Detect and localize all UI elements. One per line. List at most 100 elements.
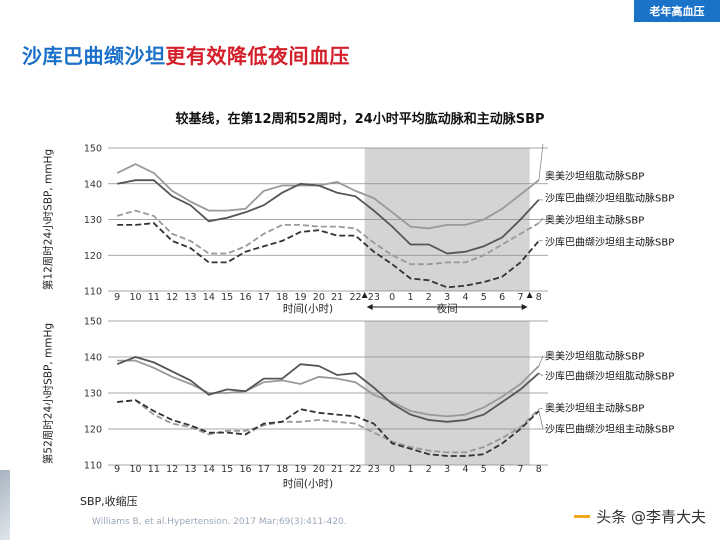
x-tick-label: 16 (239, 292, 251, 303)
x-axis-label: 时间(小时) (283, 302, 333, 315)
x-tick-label: 23 (368, 292, 380, 303)
legend-leader (538, 239, 544, 242)
x-tick-label: 4 (462, 464, 468, 475)
x-tick-label: 2 (426, 464, 432, 475)
legend-leader (538, 372, 544, 377)
x-tick-label: 6 (499, 464, 505, 475)
legend-leader (538, 143, 544, 181)
legend-label: 奥美沙坦组肱动脉SBP (545, 350, 644, 363)
x-tick-label: 20 (313, 464, 325, 475)
legend-label: 沙库巴曲缬沙坦组肱动脉SBP (545, 370, 674, 383)
series-line (116, 209, 540, 266)
x-tick-label: 14 (203, 292, 215, 303)
reference-citation: Williams B, et al.Hypertension. 2017 Mar… (92, 517, 347, 527)
y-tick-label: 130 (84, 215, 102, 226)
night-arrow-right-icon (521, 304, 528, 310)
y-tick-label: 110 (84, 461, 102, 472)
legend-label: 沙库巴曲缬沙坦组主动脉SBP (545, 236, 674, 249)
chart-title: 较基线，在第12周和52周时，24小时平均肱动脉和主动脉SBP (175, 112, 545, 127)
x-tick-label: 19 (294, 464, 306, 475)
x-tick-label: 17 (258, 464, 270, 475)
x-tick-label: 7 (517, 464, 523, 475)
legend-label: 奥美沙坦组主动脉SBP (545, 214, 644, 227)
title-claim: 更有效降低夜间血压 (165, 44, 350, 68)
x-tick-label: 5 (481, 292, 487, 303)
x-tick-label: 9 (114, 292, 120, 303)
x-tick-label: 11 (148, 464, 160, 475)
legend-leader (538, 407, 544, 410)
x-tick-label: 19 (294, 292, 306, 303)
x-tick-label: 18 (276, 292, 288, 303)
x-tick-label: 12 (166, 292, 178, 303)
x-tick-label: 4 (462, 292, 468, 303)
x-tick-label: 8 (536, 292, 542, 303)
legend-leader (538, 217, 544, 224)
y-tick-label: 150 (84, 144, 102, 155)
decorative-corner (0, 470, 10, 540)
y-tick-label: 110 (84, 287, 102, 298)
y-tick-label: 120 (84, 251, 102, 262)
footnote: SBP,收缩压 (80, 495, 138, 508)
x-tick-label: 10 (129, 464, 141, 475)
series-line (117, 399, 540, 457)
x-tick-label: 1 (407, 292, 413, 303)
legend-label: 沙库巴曲缬沙坦组肱动脉SBP (545, 192, 674, 205)
legend-label: 奥美沙坦组肱动脉SBP (545, 170, 644, 183)
x-tick-label: 22 (349, 292, 361, 303)
x-axis-label: 时间(小时) (283, 477, 333, 490)
x-tick-label: 17 (258, 292, 270, 303)
series-line (117, 222, 540, 289)
y-tick-label: 120 (84, 425, 102, 436)
x-tick-label: 8 (536, 464, 542, 475)
x-tick-label: 18 (276, 464, 288, 475)
x-tick-label: 3 (444, 292, 450, 303)
series-line (117, 179, 540, 255)
x-tick-label: 6 (499, 292, 505, 303)
x-tick-label: 23 (368, 464, 380, 475)
x-tick-label: 13 (184, 292, 196, 303)
series-line (117, 399, 540, 454)
x-tick-label: 0 (389, 464, 395, 475)
series-line (117, 359, 540, 418)
x-tick-label: 20 (313, 292, 325, 303)
x-tick-label: 7 (517, 292, 523, 303)
watermark-logo-icon (574, 515, 591, 518)
legend-leader (538, 355, 544, 367)
x-tick-label: 10 (129, 292, 141, 303)
x-tick-label: 15 (221, 464, 233, 475)
series-line (116, 163, 540, 230)
x-tick-label: 11 (148, 292, 160, 303)
band-start-marker-icon (361, 292, 368, 298)
x-tick-label: 0 (389, 292, 395, 303)
night-label: 夜间 (437, 302, 458, 315)
x-tick-label: 9 (114, 464, 120, 475)
legend-leader (538, 410, 544, 430)
night-arrow-left-icon (366, 304, 373, 310)
watermark: 头条 @李青大夫 (574, 506, 706, 527)
x-tick-label: 12 (166, 464, 178, 475)
band-end-marker-icon (526, 292, 533, 298)
y-tick-label: 140 (84, 179, 102, 190)
x-tick-label: 21 (331, 292, 343, 303)
x-tick-label: 1 (407, 464, 413, 475)
slide-title: 沙库巴曲缬沙坦更有效降低夜间血压 (22, 40, 350, 69)
x-tick-label: 15 (221, 292, 233, 303)
legend-label: 奥美沙坦组主动脉SBP (545, 402, 644, 415)
x-tick-label: 21 (331, 464, 343, 475)
watermark-text: 头条 @李青大夫 (596, 508, 706, 526)
x-tick-label: 14 (203, 464, 215, 475)
x-tick-label: 13 (184, 464, 196, 475)
y-tick-label: 130 (84, 389, 102, 400)
x-tick-label: 22 (349, 464, 361, 475)
x-tick-label: 2 (426, 292, 432, 303)
legend-label: 沙库巴曲缬沙坦组主动脉SBP (545, 423, 674, 436)
title-drug-name: 沙库巴曲缬沙坦 (22, 44, 166, 68)
y-tick-label: 150 (84, 317, 102, 328)
y-tick-label: 140 (84, 353, 102, 364)
category-badge: 老年高血压 (634, 0, 720, 22)
x-tick-label: 5 (481, 464, 487, 475)
x-tick-label: 16 (239, 464, 251, 475)
